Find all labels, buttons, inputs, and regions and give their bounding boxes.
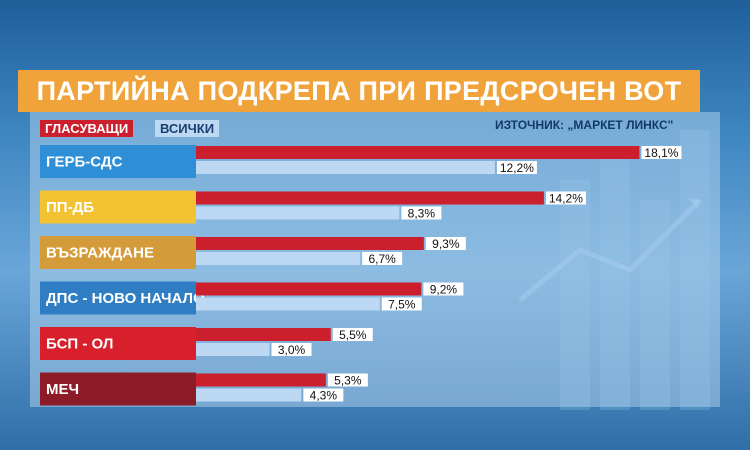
value-label-box xyxy=(496,161,537,174)
bar-all xyxy=(196,206,400,220)
value-label-box xyxy=(641,146,682,159)
category-label-box xyxy=(40,236,196,269)
legend-voters: ГЛАСУВАЩИ xyxy=(40,120,134,137)
value-label-box xyxy=(327,373,368,387)
category-label-box xyxy=(40,372,196,406)
value-label: 18,1% xyxy=(644,146,678,160)
bar-all xyxy=(196,252,361,265)
category-label: ГЕРБ-СДС xyxy=(46,154,123,171)
bar-all xyxy=(196,161,495,174)
value-label-box xyxy=(545,191,586,205)
value-label: 3,0% xyxy=(278,343,306,357)
value-label: 5,3% xyxy=(334,374,362,388)
source-text: ИЗТОЧНИК: „МАРКЕТ ЛИНКС" xyxy=(495,118,674,132)
value-label-box xyxy=(425,237,466,250)
value-label: 4,3% xyxy=(310,389,338,403)
value-label: 5,5% xyxy=(339,328,367,342)
value-label-box xyxy=(332,328,373,341)
value-label-box xyxy=(381,297,422,311)
value-label: 8,3% xyxy=(408,207,436,221)
value-label: 9,3% xyxy=(432,237,460,251)
value-label-box xyxy=(271,343,312,356)
bar-all xyxy=(196,388,302,402)
bar-voters xyxy=(196,373,326,387)
bar-voters xyxy=(196,146,640,159)
category-label: ДПС - НОВО НАЧАЛО xyxy=(46,290,205,307)
value-label-box xyxy=(423,282,464,296)
bar-voters xyxy=(196,237,424,250)
bar-voters xyxy=(196,191,544,205)
value-label-box xyxy=(303,388,344,402)
category-label-box xyxy=(40,190,196,224)
value-label: 14,2% xyxy=(549,192,583,206)
category-label-box xyxy=(40,145,196,178)
bar-voters xyxy=(196,282,422,296)
category-label: ПП-ДБ xyxy=(46,199,94,216)
value-label-box xyxy=(401,206,442,220)
category-label: БСП - ОЛ xyxy=(46,336,113,353)
value-label: 12,2% xyxy=(500,161,534,175)
value-label-box xyxy=(362,252,403,265)
bar-all xyxy=(196,297,380,311)
bar-voters xyxy=(196,328,331,341)
legend-all: ВСИЧКИ xyxy=(155,120,220,137)
category-label: МЕЧ xyxy=(46,381,79,398)
chart-title: ПАРТИЙНА ПОДКРЕПА ПРИ ПРЕДСРОЧЕН ВОТ xyxy=(18,70,700,112)
value-label: 9,2% xyxy=(430,283,458,297)
category-label: ВЪЗРАЖДАНЕ xyxy=(46,245,154,262)
category-label-box xyxy=(40,281,196,315)
value-label: 6,7% xyxy=(368,252,396,266)
value-label: 7,5% xyxy=(388,298,416,312)
bar-all xyxy=(196,343,270,356)
category-label-box xyxy=(40,327,196,360)
